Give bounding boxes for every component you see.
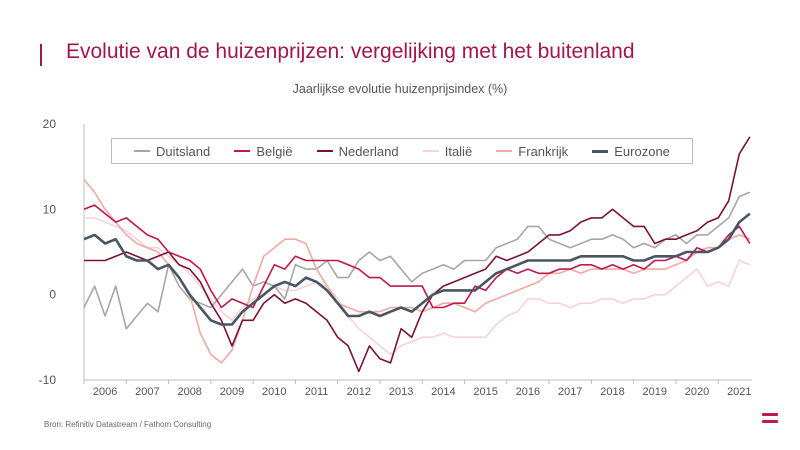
source-note: Bron: Refinitiv Datastream / Fathom Cons… [44, 420, 212, 429]
series-line-eurozone [83, 212, 751, 326]
x-tick-label: 2006 [93, 386, 117, 398]
page-title: Evolutie van de huizenprijzen: vergelijk… [66, 40, 635, 63]
legend-label: Duitsland [156, 143, 211, 159]
x-tick-label: 2008 [177, 386, 201, 398]
legend-swatch [316, 150, 333, 152]
legend-swatch [422, 150, 439, 152]
legend-swatch [234, 150, 251, 152]
legend-item: Italië [422, 143, 473, 159]
x-tick-label: 2007 [135, 386, 159, 398]
series-line-belgië [83, 204, 751, 309]
legend-swatch [134, 150, 151, 152]
legend-label: Nederland [338, 143, 399, 159]
legend-item: Nederland [316, 143, 399, 159]
chart-legend: Duitsland België Nederland Italië Frankrijk E… [111, 138, 693, 164]
x-tick-label: 2021 [727, 386, 751, 398]
y-tick-label: -10 [39, 373, 57, 387]
legend-label: Frankrijk [518, 143, 569, 159]
x-tick-label: 2017 [558, 386, 582, 398]
y-tick-label: 0 [49, 288, 56, 302]
legend-item: België [234, 143, 293, 159]
series-line-nederland [84, 136, 751, 373]
legend-item: Duitsland [134, 144, 210, 159]
menu-icon[interactable] [762, 413, 778, 427]
x-tick-label: 2013 [389, 386, 413, 398]
x-tick-label: 2016 [516, 386, 540, 398]
legend-label: Eurozone [614, 143, 670, 159]
x-tick-label: 2020 [685, 386, 709, 398]
x-tick-label: 2010 [262, 386, 286, 398]
x-tick-label: 2011 [305, 386, 329, 398]
x-tick-label: 2009 [220, 386, 244, 398]
legend-label: Italië [444, 143, 473, 159]
chart-subtitle: Jaarlijkse evolutie huizenprijsindex (%) [292, 82, 508, 96]
y-tick-label: 20 [43, 117, 57, 131]
x-tick-label: 2015 [473, 386, 497, 398]
series-line-italië [84, 217, 751, 356]
legend-label: België [256, 143, 293, 159]
x-tick-label: 2019 [643, 386, 667, 398]
legend-item: Frankrijk [496, 144, 568, 159]
x-tick-label: 2018 [600, 386, 624, 398]
legend-item: Eurozone [592, 144, 670, 159]
legend-swatch [592, 149, 609, 153]
title-accent-bar [40, 44, 42, 66]
y-tick-label: 10 [43, 202, 57, 216]
x-tick-label: 2012 [347, 386, 371, 398]
series-line-frankrijk [83, 178, 751, 364]
legend-swatch [496, 150, 513, 152]
x-tick-label: 2014 [431, 386, 455, 398]
